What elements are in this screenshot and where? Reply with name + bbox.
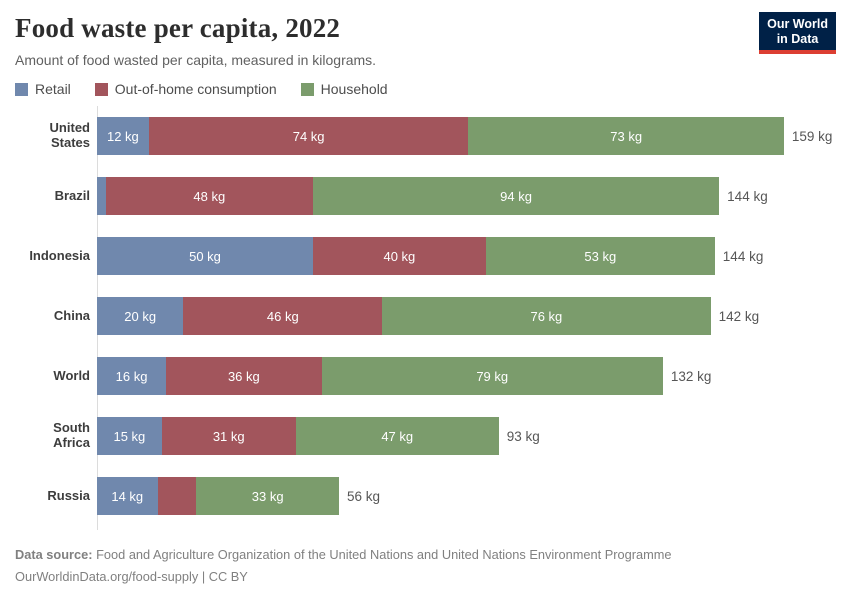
chart-row: United States 12 kg 74 kg 73 kg 159 kg bbox=[15, 106, 835, 166]
legend-swatch bbox=[300, 82, 314, 96]
value-label: 48 kg bbox=[193, 188, 226, 204]
bar-track: 20 kg 46 kg 76 kg 142 kg bbox=[97, 297, 759, 335]
data-source-label: Data source: bbox=[15, 547, 93, 562]
bar-segment-out-of-home-consumption[interactable]: 74 kg bbox=[148, 117, 469, 155]
country-label: South Africa bbox=[53, 420, 90, 450]
bar-segment-retail[interactable]: 14 kg bbox=[97, 477, 158, 515]
legend-label: Retail bbox=[35, 81, 71, 97]
bar-segment-retail[interactable]: 12 kg bbox=[97, 117, 149, 155]
bar-segment-out-of-home-consumption[interactable]: 46 kg bbox=[183, 297, 383, 335]
chart-row: World 16 kg 36 kg 79 kg 132 kg bbox=[15, 346, 835, 406]
bar-track: 14 kg 33 kg 56 kg bbox=[97, 477, 380, 515]
chart-row: Indonesia 50 kg 40 kg 53 kg 144 kg bbox=[15, 226, 835, 286]
value-label: 14 kg bbox=[111, 488, 144, 504]
value-label: 47 kg bbox=[381, 428, 414, 444]
total-label: 142 kg bbox=[718, 308, 760, 324]
value-label: 12 kg bbox=[106, 128, 139, 144]
bar-segment-out-of-home-consumption[interactable] bbox=[157, 477, 197, 515]
bar-track: 48 kg 94 kg 144 kg bbox=[97, 177, 768, 215]
value-label: 20 kg bbox=[124, 308, 157, 324]
chart-row: Brazil 48 kg 94 kg 144 kg bbox=[15, 166, 835, 226]
value-label: 36 kg bbox=[227, 368, 260, 384]
chart-subtitle: Amount of food wasted per capita, measur… bbox=[15, 52, 377, 68]
attribution-line[interactable]: OurWorldinData.org/food-supply | CC BY bbox=[15, 568, 248, 584]
value-label: 73 kg bbox=[610, 128, 643, 144]
value-label: 53 kg bbox=[584, 248, 617, 264]
total-label: 159 kg bbox=[791, 128, 833, 144]
chart-row: South Africa 15 kg 31 kg 47 kg 93 kg bbox=[15, 406, 835, 466]
bar-segment-household[interactable]: 53 kg bbox=[485, 237, 715, 275]
bar-track: 15 kg 31 kg 47 kg 93 kg bbox=[97, 417, 540, 455]
bar-track: 50 kg 40 kg 53 kg 144 kg bbox=[97, 237, 763, 275]
chart-row: China 20 kg 46 kg 76 kg 142 kg bbox=[15, 286, 835, 346]
total-label: 144 kg bbox=[722, 248, 764, 264]
bar-segment-household[interactable]: 47 kg bbox=[295, 417, 499, 455]
value-label: 76 kg bbox=[530, 308, 563, 324]
value-label: 40 kg bbox=[383, 248, 416, 264]
value-label: 50 kg bbox=[189, 248, 221, 264]
logo-text-line1: Our World bbox=[767, 17, 828, 31]
value-label: 74 kg bbox=[292, 128, 325, 144]
data-source-text: Food and Agriculture Organization of the… bbox=[96, 547, 672, 562]
country-label: China bbox=[53, 307, 90, 323]
country-label: United States bbox=[49, 120, 90, 150]
total-label: 93 kg bbox=[506, 428, 540, 444]
legend-item-out-of-home-consumption[interactable]: Out-of-home consumption bbox=[94, 81, 277, 97]
owid-logo[interactable]: Our World in Data bbox=[759, 12, 836, 54]
value-label: 79 kg bbox=[476, 368, 509, 384]
legend: Retail Out-of-home consumption Household bbox=[15, 81, 835, 97]
country-label: World bbox=[53, 367, 90, 383]
bar-segment-retail[interactable]: 15 kg bbox=[97, 417, 162, 455]
value-label: 31 kg bbox=[212, 428, 245, 444]
legend-item-household[interactable]: Household bbox=[300, 81, 388, 97]
page-title: Food waste per capita, 2022 bbox=[15, 13, 341, 43]
chart-row: Russia 14 kg 33 kg 56 kg bbox=[15, 466, 835, 526]
country-label: Indonesia bbox=[29, 247, 90, 263]
value-label: 46 kg bbox=[266, 308, 299, 324]
value-label: 16 kg bbox=[115, 368, 148, 384]
value-label: 15 kg bbox=[113, 428, 146, 444]
bar-segment-retail[interactable]: 50 kg bbox=[97, 237, 313, 275]
total-label: 56 kg bbox=[346, 488, 381, 504]
bar-track: 16 kg 36 kg 79 kg 132 kg bbox=[97, 357, 711, 395]
bar-segment-household[interactable]: 33 kg bbox=[196, 477, 339, 515]
bar-segment-retail[interactable] bbox=[97, 177, 106, 215]
bar-segment-household[interactable]: 76 kg bbox=[382, 297, 711, 335]
legend-item-retail[interactable]: Retail bbox=[15, 81, 71, 97]
bar-segment-out-of-home-consumption[interactable]: 40 kg bbox=[313, 237, 486, 275]
value-label: 33 kg bbox=[251, 488, 284, 504]
country-label: Russia bbox=[47, 487, 90, 503]
bar-segment-out-of-home-consumption[interactable]: 31 kg bbox=[161, 417, 296, 455]
value-label: 94 kg bbox=[500, 188, 532, 204]
legend-label: Out-of-home consumption bbox=[114, 81, 277, 97]
bar-chart: United States 12 kg 74 kg 73 kg 159 kg Brazil… bbox=[15, 106, 835, 530]
chart-footer: Data source: Food and Agriculture Organi… bbox=[15, 544, 835, 588]
bar-segment-household[interactable]: 94 kg bbox=[312, 177, 720, 215]
legend-swatch bbox=[15, 82, 28, 96]
data-source-line: Data source: Food and Agriculture Organi… bbox=[15, 544, 835, 566]
bar-segment-household[interactable]: 79 kg bbox=[321, 357, 663, 395]
bar-segment-household[interactable]: 73 kg bbox=[468, 117, 784, 155]
bar-segment-retail[interactable]: 20 kg bbox=[97, 297, 184, 335]
country-label: Brazil bbox=[54, 187, 90, 203]
bar-segment-retail[interactable]: 16 kg bbox=[97, 357, 167, 395]
bar-track: 12 kg 74 kg 73 kg 159 kg bbox=[97, 117, 832, 155]
legend-label: Household bbox=[320, 81, 388, 97]
bar-segment-out-of-home-consumption[interactable]: 48 kg bbox=[105, 177, 313, 215]
bar-segment-out-of-home-consumption[interactable]: 36 kg bbox=[166, 357, 322, 395]
total-label: 144 kg bbox=[727, 188, 768, 204]
logo-text-line2: in Data bbox=[776, 32, 819, 46]
total-label: 132 kg bbox=[670, 368, 712, 384]
legend-swatch bbox=[94, 82, 108, 96]
